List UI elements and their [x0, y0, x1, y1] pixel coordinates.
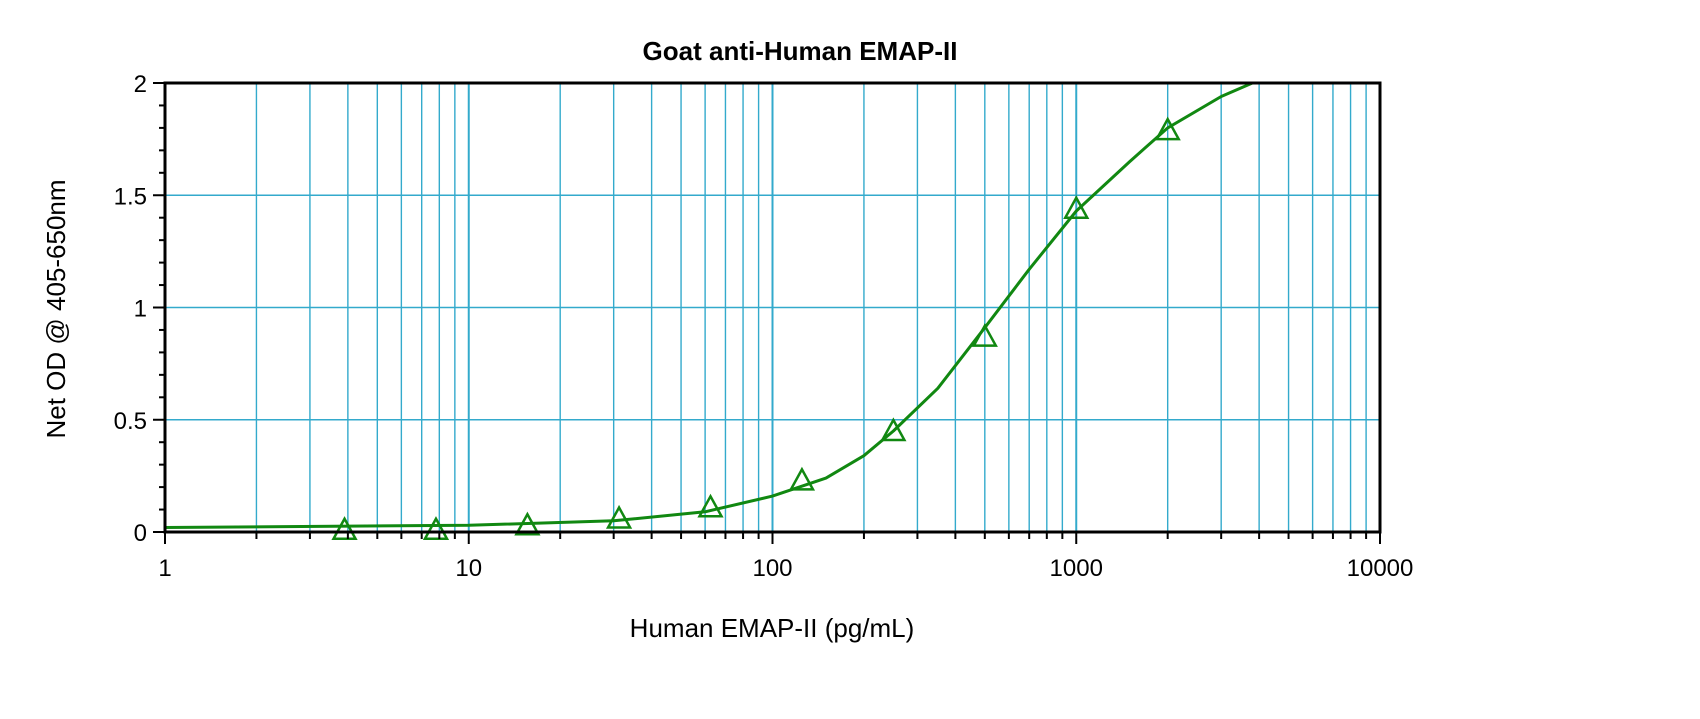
- data-point-triangle: [331, 516, 358, 541]
- data-point-triangle: [697, 493, 724, 518]
- y-tick-label: 0: [134, 520, 147, 547]
- data-point-triangle: [605, 504, 633, 529]
- x-tick-label: 1000: [1050, 555, 1103, 582]
- data-points-layer: [331, 116, 1181, 541]
- y-tick-label: 0.5: [114, 408, 147, 435]
- grid: [165, 83, 1380, 532]
- data-point-triangle: [1154, 116, 1181, 141]
- y-tick-labels: 0 0.5 1 1.5 2: [114, 71, 147, 547]
- data-point-triangle: [1063, 195, 1090, 219]
- x-axis-label: Human EMAP-II (pg/mL): [630, 613, 915, 643]
- x-tick-label: 10000: [1347, 555, 1414, 582]
- y-tick-label: 1: [134, 296, 147, 323]
- data-point-triangle: [971, 323, 998, 347]
- x-tick-label: 1: [158, 555, 171, 582]
- y-tick-label: 1.5: [114, 183, 147, 210]
- fit-curve: [164, 81, 1253, 529]
- chart-title: Goat anti-Human EMAP-II: [643, 36, 958, 66]
- data-point-triangle: [788, 466, 816, 491]
- y-tick-label: 2: [134, 71, 147, 98]
- data-point-triangle: [880, 417, 907, 442]
- axis-ticks: [153, 82, 1381, 544]
- x-tick-label: 10: [455, 555, 482, 582]
- fit-curve-layer: [164, 81, 1253, 529]
- data-point-triangle: [514, 511, 541, 536]
- y-axis-label: Net OD @ 405-650nm: [41, 179, 71, 438]
- data-point-triangle: [422, 516, 450, 541]
- x-tick-labels: 1 10 100 1000 10000: [158, 555, 1413, 582]
- x-tick-label: 100: [752, 555, 792, 582]
